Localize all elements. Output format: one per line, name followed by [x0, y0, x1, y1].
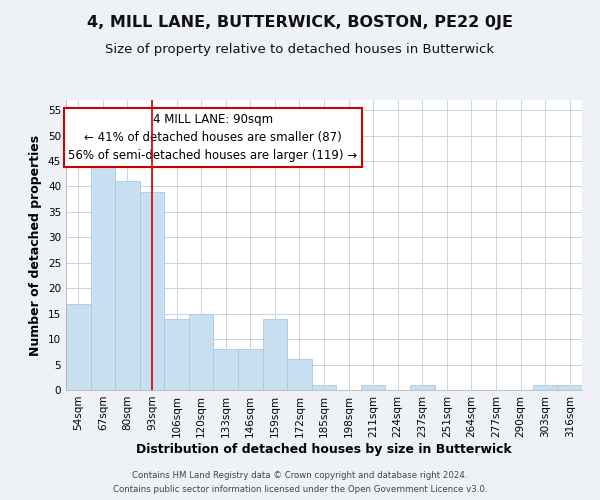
Text: Size of property relative to detached houses in Butterwick: Size of property relative to detached ho… [106, 42, 494, 56]
Bar [91, 161, 115, 390]
Bar [140, 192, 164, 390]
X-axis label: Distribution of detached houses by size in Butterwick: Distribution of detached houses by size … [136, 442, 512, 456]
Text: Contains HM Land Registry data © Crown copyright and database right 2024.: Contains HM Land Registry data © Crown c… [132, 472, 468, 480]
Text: Contains public sector information licensed under the Open Government Licence v3: Contains public sector information licen… [113, 484, 487, 494]
Bar [238, 350, 263, 390]
Bar [557, 385, 582, 390]
Y-axis label: Number of detached properties: Number of detached properties [29, 134, 43, 356]
Bar [533, 385, 557, 390]
Bar [361, 385, 385, 390]
Bar [410, 385, 434, 390]
Bar [189, 314, 214, 390]
Bar [263, 319, 287, 390]
Text: 4, MILL LANE, BUTTERWICK, BOSTON, PE22 0JE: 4, MILL LANE, BUTTERWICK, BOSTON, PE22 0… [87, 15, 513, 30]
Bar [164, 319, 189, 390]
Bar [214, 350, 238, 390]
Bar [66, 304, 91, 390]
Bar [287, 360, 312, 390]
Bar [312, 385, 336, 390]
Bar [115, 182, 140, 390]
Text: 4 MILL LANE: 90sqm
← 41% of detached houses are smaller (87)
56% of semi-detache: 4 MILL LANE: 90sqm ← 41% of detached hou… [68, 113, 358, 162]
